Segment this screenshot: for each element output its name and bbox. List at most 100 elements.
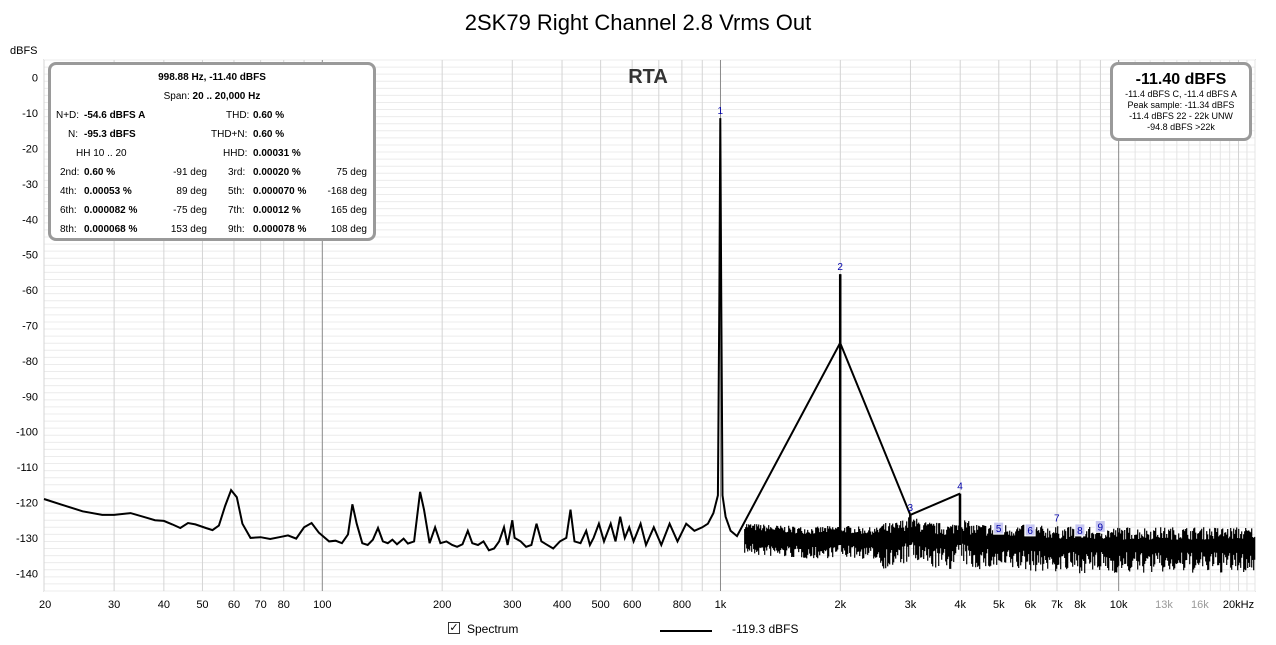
x-tick-label: 300	[503, 599, 521, 611]
legend-line-swatch	[660, 630, 712, 632]
x-tick-label: 80	[278, 599, 290, 611]
x-tick-label: 5k	[993, 599, 1005, 611]
x-tick-label: 400	[553, 599, 571, 611]
y-tick-label: -100	[16, 427, 38, 439]
harmonic-marker-4: 4	[957, 482, 963, 493]
harmonic-marker-7: 7	[1054, 514, 1060, 525]
x-tick-label: 4k	[954, 599, 966, 611]
x-tick-label: 2k	[835, 599, 847, 611]
spectrum-noise-floor	[744, 517, 1256, 574]
harmonic-value: 0.000068 %	[84, 224, 138, 235]
x-tick-label: 10k	[1110, 599, 1128, 611]
level-line-3: -11.4 dBFS 22 - 22k UNW	[1129, 111, 1233, 121]
y-tick-labels: 0 -10 -20 -30 -40 -50 -60 -70 -80 -90 -100 -110 -120…	[16, 73, 38, 581]
y-tick-label: -10	[22, 108, 38, 120]
y-tick-label: -90	[22, 391, 38, 403]
x-tick-label: 20kHz	[1223, 599, 1254, 611]
harmonic-phase: -91 deg	[173, 167, 207, 178]
y-tick-label: -30	[22, 179, 38, 191]
n-value: -95.3 dBFS	[84, 129, 136, 140]
harmonic-value: 0.00053 %	[84, 186, 132, 197]
x-tick-label: 30	[108, 599, 120, 611]
x-tick-labels: 20 30 40 50 60 70 80 100 200 300 400 500 600 800 1k 2k 3…	[39, 599, 1254, 611]
harmonic-value: 0.000078 %	[253, 224, 307, 235]
harmonic-marker-2: 2	[837, 262, 843, 273]
harmonic-phase: 165 deg	[330, 205, 367, 216]
spectrum-checkbox[interactable]: ✓	[448, 622, 460, 634]
y-tick-label: -140	[16, 568, 38, 580]
harmonic-phase: 153 deg	[170, 224, 207, 235]
thdn-value: 0.60 %	[253, 129, 285, 140]
harmonic-value: 0.60 %	[84, 167, 116, 178]
y-tick-label: -20	[22, 144, 38, 156]
x-tick-label: 13k	[1155, 599, 1173, 611]
x-tick-label: 16k	[1191, 599, 1209, 611]
harmonic-label: 4th:	[60, 186, 77, 197]
harmonic-label: 6th:	[60, 205, 77, 216]
marker-box	[1074, 523, 1086, 537]
harmonic-markers: 1 2 3 4 5 6 7 8 9	[718, 106, 1106, 537]
harmonic-marker-1: 1	[718, 106, 724, 117]
level-readout-panel: -11.40 dBFS -11.4 dBFS C, -11.4 dBFS A P…	[1110, 62, 1252, 141]
hhd-label: HHD:	[223, 148, 248, 159]
level-main-value: -11.40 dBFS	[1135, 71, 1227, 88]
y-tick-label: 0	[32, 73, 38, 85]
stats-header-frequency: 998.88 Hz, -11.40 dBFS	[158, 72, 266, 83]
x-tick-label: 60	[228, 599, 240, 611]
level-line-4: -94.8 dBFS >22k	[1147, 122, 1215, 132]
stats-span-value: 20 .. 20,000 Hz	[192, 91, 261, 102]
harmonic-label: 5th:	[228, 186, 245, 197]
distortion-stats-panel: 998.88 Hz, -11.40 dBFS Span: 20 .. 20,00…	[48, 62, 376, 241]
harmonic-phase: 75 deg	[336, 167, 367, 178]
harmonic-label: 7th:	[228, 205, 245, 216]
y-tick-label: -130	[16, 533, 38, 545]
y-tick-label: -50	[22, 250, 38, 262]
nd-label: N+D:	[56, 110, 80, 121]
harmonic-value: 0.00012 %	[253, 205, 301, 216]
marker-box	[1024, 523, 1036, 537]
spectrum-trace	[43, 118, 1256, 574]
y-tick-label: -40	[22, 214, 38, 226]
harmonic-row: 8th: 0.000068 % 153 deg 9th: 0.000078 % …	[51, 224, 373, 240]
x-tick-label: 600	[623, 599, 641, 611]
stats-row-nd: N+D: -54.6 dBFS A THD: 0.60 %	[51, 110, 373, 126]
thd-value: 0.60 %	[253, 110, 285, 121]
harmonic-phase: 108 deg	[330, 224, 367, 235]
y-tick-label: -80	[22, 356, 38, 368]
harmonic-row: 4th: 0.00053 % 89 deg 5th: 0.000070 % -1…	[51, 186, 373, 202]
harmonic-label: 2nd:	[60, 167, 80, 178]
harmonic-row: 6th: 0.000082 % -75 deg 7th: 0.00012 % 1…	[51, 205, 373, 221]
x-tick-label: 500	[591, 599, 609, 611]
x-tick-label: 6k	[1025, 599, 1037, 611]
x-tick-label: 100	[313, 599, 331, 611]
hhd-value: 0.00031 %	[253, 148, 301, 159]
hh-label: HH 10 .. 20	[76, 148, 127, 159]
harmonic-phase: 89 deg	[176, 186, 207, 197]
x-tick-label: 1k	[715, 599, 727, 611]
harmonic-marker-3: 3	[908, 503, 914, 514]
spectrum-harmonic-peaks	[838, 274, 962, 545]
legend-value: -119.3 dBFS	[732, 622, 799, 636]
harmonic-marker-9: 9	[1097, 522, 1103, 533]
y-axis-unit-label: dBFS	[10, 45, 38, 57]
harmonic-label: 9th:	[228, 224, 245, 235]
y-tick-label: -60	[22, 285, 38, 297]
x-tick-label: 70	[255, 599, 267, 611]
x-tick-label: 40	[158, 599, 170, 611]
harmonic-marker-5: 5	[996, 524, 1002, 535]
y-tick-label: -110	[17, 462, 38, 474]
harmonic-phase: -168 deg	[327, 186, 367, 197]
y-tick-label: -120	[16, 498, 38, 510]
x-tick-label: 20	[39, 599, 51, 611]
x-tick-label: 800	[673, 599, 691, 611]
nd-value: -54.6 dBFS A	[84, 110, 146, 121]
x-tick-label: 7k	[1051, 599, 1063, 611]
level-line-1: -11.4 dBFS C, -11.4 dBFS A	[1125, 89, 1237, 99]
rta-label: RTA	[628, 66, 668, 88]
legend-spectrum-label[interactable]: Spectrum	[467, 622, 519, 636]
stats-row-n: N: -95.3 dBFS THD+N: 0.60 %	[51, 129, 373, 145]
marker-box	[993, 521, 1005, 535]
marker-box	[1094, 519, 1106, 533]
x-tick-label: 3k	[905, 599, 917, 611]
